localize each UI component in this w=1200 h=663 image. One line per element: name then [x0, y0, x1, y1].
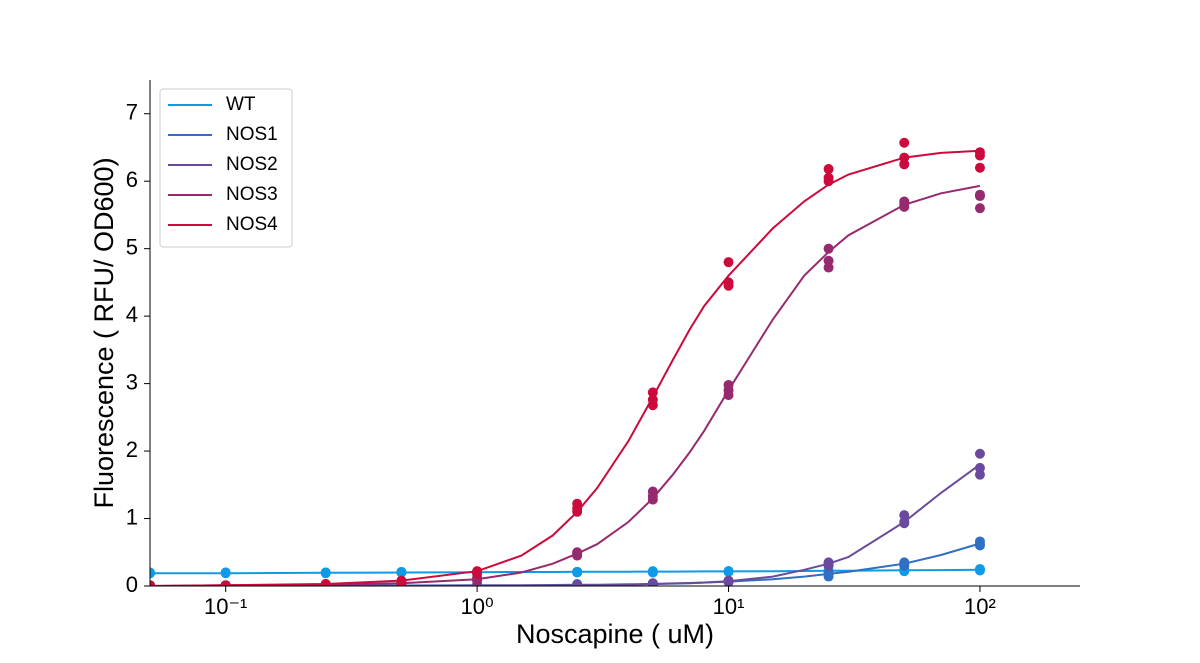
legend-label: NOS2 — [226, 154, 278, 175]
data-point — [396, 575, 407, 586]
y-tick-label: 4 — [126, 302, 138, 327]
data-point — [899, 152, 910, 163]
data-point — [320, 578, 331, 586]
data-point — [220, 580, 231, 586]
y-tick-label: 2 — [126, 437, 138, 462]
legend-label: NOS4 — [226, 214, 278, 235]
data-point — [974, 162, 985, 173]
data-point — [974, 462, 985, 473]
y-tick-label: 5 — [126, 234, 138, 259]
data-point — [823, 243, 834, 254]
data-point — [823, 172, 834, 183]
y-tick-label: 7 — [126, 100, 138, 125]
data-point — [823, 255, 834, 266]
y-axis-label: Fluorescence ( RFU/ OD600) — [89, 157, 119, 508]
data-point — [150, 568, 155, 579]
data-point — [220, 567, 231, 578]
data-point — [974, 564, 985, 575]
data-point — [647, 394, 658, 405]
data-point — [396, 566, 407, 577]
y-tick-label: 3 — [126, 369, 138, 394]
data-point — [572, 547, 583, 558]
y-tick-label: 1 — [126, 504, 138, 529]
x-tick-label: 10⁻¹ — [204, 594, 247, 619]
data-point — [572, 566, 583, 577]
legend-box — [159, 88, 293, 248]
x-tick-label: 10² — [964, 594, 996, 619]
data-point — [823, 164, 834, 175]
data-point — [899, 557, 910, 568]
fit-curve — [150, 568, 980, 575]
data-point — [974, 147, 985, 158]
data-point — [150, 581, 155, 586]
data-point — [974, 448, 985, 459]
x-tick-label: 10⁰ — [460, 594, 493, 619]
data-point — [723, 379, 734, 390]
data-point — [723, 277, 734, 288]
data-point — [723, 575, 734, 586]
data-point — [899, 196, 910, 207]
plot-area — [150, 137, 985, 586]
data-point — [647, 578, 658, 586]
data-point — [899, 137, 910, 148]
data-point — [320, 567, 331, 578]
data-point — [723, 257, 734, 268]
data-point — [647, 387, 658, 398]
data-point — [974, 536, 985, 547]
y-tick-label: 0 — [126, 572, 138, 597]
fit-curve — [150, 463, 981, 586]
data-point — [572, 498, 583, 509]
legend-label: NOS1 — [226, 124, 278, 145]
data-point — [647, 566, 658, 577]
legend-label: WT — [226, 94, 256, 115]
x-tick-label: 10¹ — [713, 594, 745, 619]
data-point — [823, 557, 834, 568]
x-axis-label: Noscapine ( uM) — [516, 619, 714, 649]
data-point — [647, 486, 658, 497]
fit-curve — [150, 542, 981, 586]
fit-curve — [150, 149, 980, 586]
data-point — [723, 566, 734, 577]
fit-curve — [150, 184, 981, 586]
legend-label: NOS3 — [226, 184, 278, 205]
data-point — [899, 510, 910, 521]
data-point — [974, 189, 985, 200]
data-point — [472, 566, 483, 577]
data-point — [974, 203, 985, 214]
y-tick-label: 6 — [126, 167, 138, 192]
data-point — [572, 579, 583, 586]
